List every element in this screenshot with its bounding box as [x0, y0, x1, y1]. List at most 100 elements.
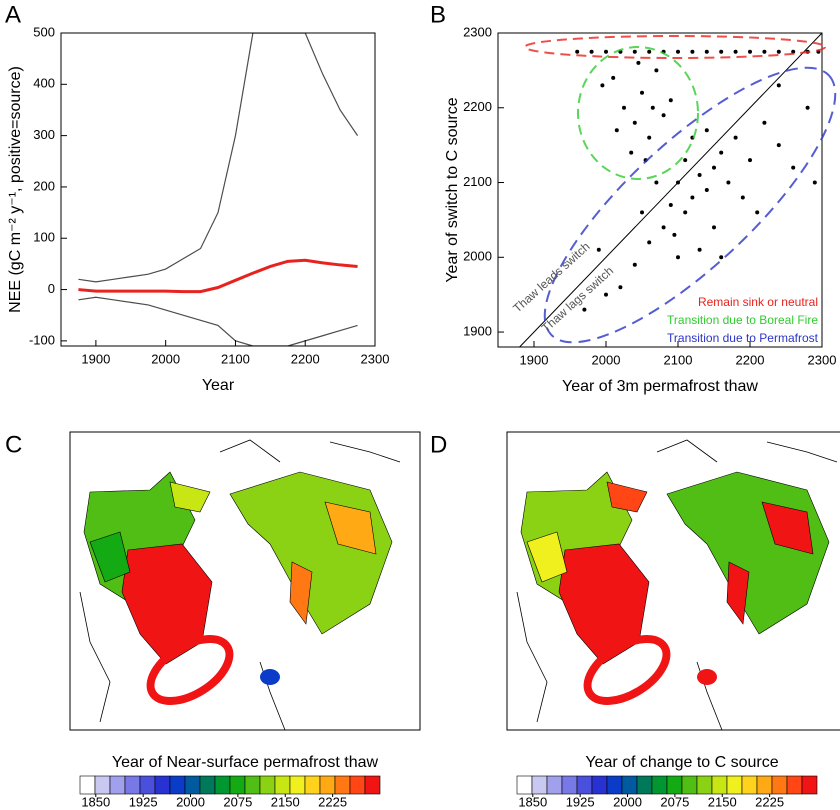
map-region	[89, 531, 131, 583]
scatter-point	[697, 247, 702, 252]
map-region	[289, 561, 313, 625]
y-tick-label: 2300	[463, 24, 492, 39]
colorbar-cell	[229, 775, 246, 795]
greenland-ring	[146, 635, 234, 705]
map-region	[761, 501, 814, 555]
y-axis-title: NEE (gC m⁻² y⁻¹, positive=source)	[7, 66, 24, 313]
scatter-point	[654, 180, 659, 185]
colorbar-cell	[289, 775, 306, 795]
scatter-point	[776, 143, 781, 148]
scatter-point	[622, 105, 626, 110]
colorbar-cell	[711, 775, 728, 795]
panel-letter: D	[430, 431, 447, 458]
colorbar-cell	[591, 775, 608, 795]
colorbar-cell	[606, 775, 623, 795]
plot-frame	[60, 32, 376, 347]
scatter-point	[632, 120, 637, 125]
colorbar-cell	[546, 775, 563, 795]
colorbar-cell	[334, 775, 351, 795]
scatter-point	[690, 195, 695, 200]
scatter-point	[661, 225, 666, 230]
scatter-point	[676, 255, 680, 260]
scatter-point	[755, 210, 760, 215]
scatter-point	[704, 188, 709, 192]
colorbar-cell	[576, 775, 593, 795]
colorbar-cell	[516, 775, 533, 795]
y-tick-label: -100	[29, 332, 55, 347]
x-tick-label: 2100	[664, 352, 693, 367]
y-tick-label: 1900	[463, 323, 492, 338]
panel-letter: A	[5, 1, 21, 28]
x-tick-label: 2100	[221, 351, 250, 366]
scatter-point	[805, 105, 810, 110]
greenland-ring	[583, 635, 671, 705]
colorbar-cell	[319, 775, 336, 795]
colorbar-label: 2000	[176, 794, 205, 809]
colorbar-cell	[741, 775, 758, 795]
scatter-point	[690, 49, 695, 54]
colorbar-cell	[169, 775, 186, 795]
scatter-point	[629, 150, 634, 155]
scatter-point	[712, 165, 716, 170]
x-tick-label: 1900	[81, 351, 110, 366]
scatter-point	[632, 262, 637, 267]
legend-entry: Transition due to Permafrost	[667, 331, 819, 345]
y-tick-label: 0	[48, 281, 55, 296]
map-region	[169, 481, 211, 513]
colorbar-cell	[771, 775, 788, 795]
colorbar-cell	[561, 775, 578, 795]
scatter-point	[726, 180, 731, 185]
colorbar-cell	[304, 775, 321, 795]
scatter-point	[636, 60, 641, 65]
colorbar-cell	[154, 775, 171, 795]
colorbar-cell	[124, 775, 141, 795]
scatter-point	[640, 90, 644, 95]
scatter-point	[748, 49, 752, 54]
scatter-point	[618, 285, 623, 290]
region-ellipse	[524, 35, 826, 59]
panel-letter: C	[5, 431, 22, 458]
colorbar-cell	[214, 775, 231, 795]
scatter-point	[668, 202, 673, 207]
colorbar-cell	[364, 775, 381, 795]
y-tick-label: 2100	[463, 174, 492, 189]
legend-entry: Remain sink or neutral	[698, 295, 818, 309]
colorbar-label: 2075	[660, 794, 689, 809]
scatter-point	[668, 98, 673, 103]
colorbar-cell	[666, 775, 683, 795]
colorbar-label: 2075	[223, 794, 252, 809]
map-region	[606, 481, 648, 513]
map-land	[79, 439, 401, 731]
colorbar-label: 2225	[755, 794, 784, 809]
scatter-point	[604, 49, 608, 54]
colorbar-cell	[94, 775, 111, 795]
colorbar-cell	[651, 775, 668, 795]
scatter-point	[704, 49, 709, 54]
colorbar-cell	[681, 775, 698, 795]
map-region	[121, 543, 213, 665]
panel-letter: B	[430, 1, 446, 28]
scatter-point	[697, 173, 702, 178]
scatter-point	[654, 68, 659, 73]
colorbar-cell	[621, 775, 638, 795]
colorbar-cell	[349, 775, 366, 795]
scatter-point	[676, 49, 680, 54]
scatter-point	[604, 292, 608, 297]
scatter-point	[650, 105, 655, 110]
colorbar-label: 1850	[518, 794, 547, 809]
colorbar-label: 2000	[613, 794, 642, 809]
colorbar-label: 2150	[271, 794, 300, 809]
scatter-point	[733, 135, 738, 140]
colorbar-cell	[199, 775, 216, 795]
scatter-point	[776, 83, 781, 88]
scatter-point	[748, 158, 752, 163]
colorbar-cell	[636, 775, 653, 795]
map-land	[516, 439, 838, 731]
scatter-point	[762, 120, 767, 125]
scatter-point	[589, 49, 594, 54]
region-ellipse	[577, 46, 699, 180]
series-group	[78, 33, 359, 346]
scatter-point	[600, 83, 605, 88]
colorbar-cell	[531, 775, 548, 795]
